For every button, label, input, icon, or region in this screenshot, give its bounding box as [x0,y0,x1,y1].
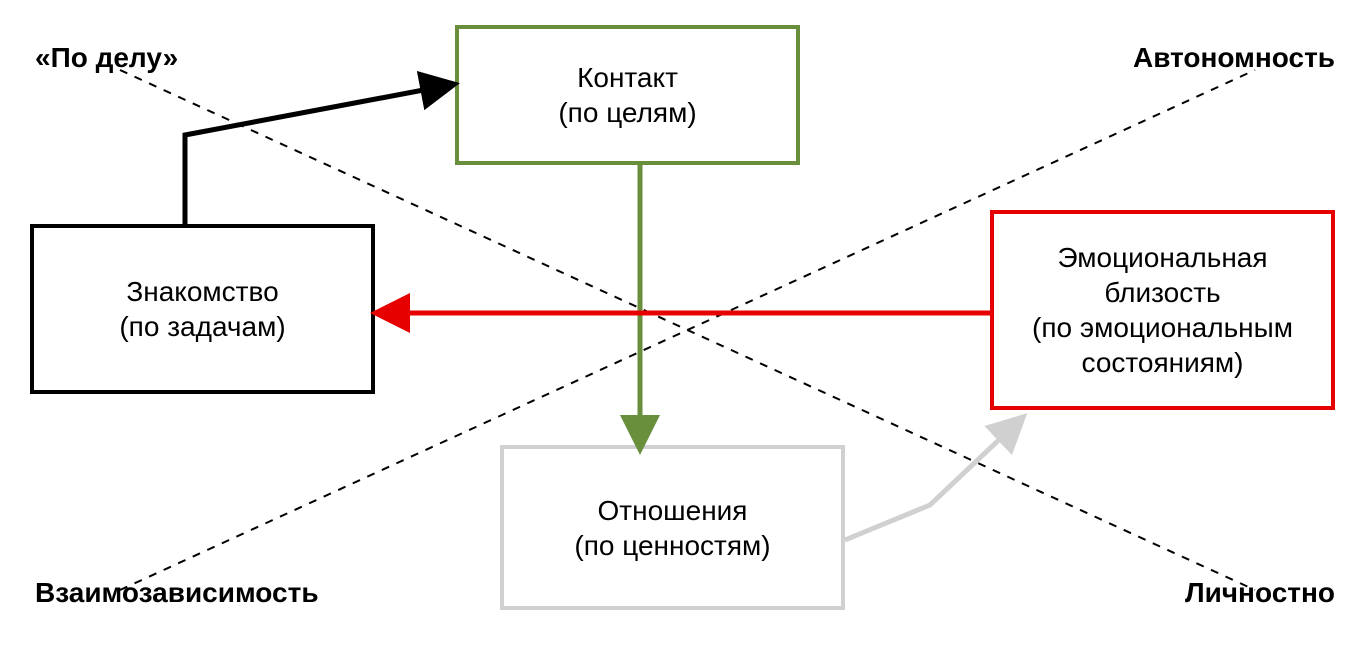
arrow-gray [845,420,1020,540]
label-top-left: «По делу» [35,42,178,74]
box-bottom-subtitle: (по ценностям) [574,528,770,563]
label-bottom-right: Личностно [1185,577,1335,609]
arrow-black [185,85,450,224]
label-top-right: Автономность [1133,42,1335,74]
box-right: Эмоциональная близость (по эмоциональным… [990,210,1335,410]
diagram-stage: Контакт (по целям) Знакомство (по задача… [0,0,1369,669]
box-top-title: Контакт [558,60,696,95]
box-right-title: Эмоциональная близость [1002,240,1323,310]
box-bottom: Отношения (по ценностям) [500,445,845,610]
box-top-subtitle: (по целям) [558,95,696,130]
box-right-subtitle: (по эмоциональным состояниям) [1002,310,1323,380]
box-left-subtitle: (по задачам) [119,309,285,344]
box-left-title: Знакомство [119,274,285,309]
box-bottom-title: Отношения [574,493,770,528]
label-bottom-left: Взаимозависимость [35,577,319,609]
box-top: Контакт (по целям) [455,25,800,165]
box-left: Знакомство (по задачам) [30,224,375,394]
